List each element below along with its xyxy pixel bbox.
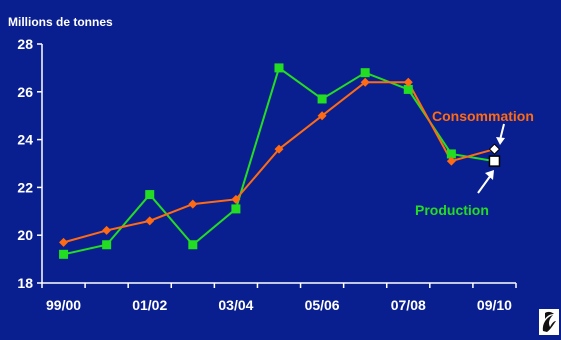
consommation-arrowhead [496,137,505,145]
consommation-label: Consommation [432,108,534,124]
x-tick-label: 07/08 [391,297,426,313]
consommation-point [274,144,284,154]
production-point [446,149,456,159]
series-markers [59,63,501,259]
consommation-arrow [499,123,505,141]
y-tick-label: 24 [17,132,33,148]
x-tick-label: 01/02 [132,297,167,313]
axes: 18 20 22 24 26 28 99/00 01/02 03/04 05/06 07/08 09/… [17,36,517,313]
swirl-logo-icon [539,309,559,335]
x-tick-label: 09/10 [477,297,512,313]
production-point [488,155,501,167]
production-arrow [477,174,492,194]
consommation-point [403,77,413,87]
consommation-point [59,237,69,247]
y-tick-label: 22 [17,179,33,195]
production-point [360,68,370,78]
y-tick-label: 28 [17,36,33,52]
consommation-point [188,199,198,209]
production-point [403,84,413,94]
consommation-point [145,216,155,226]
production-point [274,63,284,73]
x-tick-label: 99/00 [46,297,81,313]
y-tick-label: 20 [17,227,33,243]
production-point [145,190,155,200]
production-point [188,240,198,250]
consommation-point [360,77,370,87]
x-tick-label: 05/06 [305,297,340,313]
consommation-point [446,156,456,166]
production-arrowhead [485,170,494,180]
consommation-point [102,225,112,235]
production-point [59,249,69,259]
series-lines [63,66,495,256]
y-tick-label: 26 [17,84,33,100]
production-label: Production [415,202,489,218]
annotations: Consommation Production [415,108,534,218]
production-point [102,240,112,250]
y-axis-label: Millions de tonnes [8,15,113,29]
consommation-point [317,111,327,121]
production-point [231,204,241,214]
consommation-point [488,143,501,155]
x-tick-label: 03/04 [218,297,253,313]
consommation-point [231,194,241,204]
production-point [317,94,327,104]
y-tick-label: 18 [17,275,33,291]
